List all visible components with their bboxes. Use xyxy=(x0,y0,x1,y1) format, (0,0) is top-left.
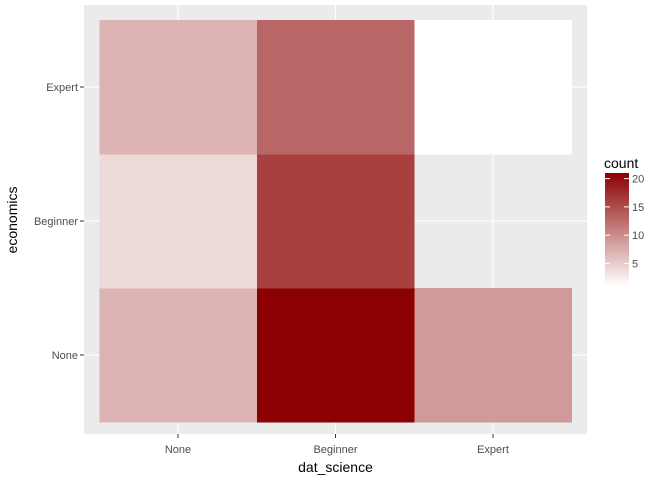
heatmap-tile xyxy=(99,154,257,289)
y-axis-title: economics xyxy=(4,187,20,254)
heatmap-tile xyxy=(99,20,257,155)
heatmap-tile xyxy=(414,288,572,423)
y-tick-label: None xyxy=(52,350,78,362)
heatmap-tile xyxy=(257,288,415,423)
legend-break-label: 20 xyxy=(632,174,644,186)
legend-colorbar xyxy=(605,173,629,286)
legend-break-label: 5 xyxy=(632,258,638,270)
x-tick-label: Expert xyxy=(477,444,509,456)
x-axis-title: dat_science xyxy=(298,459,373,475)
y-axis: None Beginner Expert xyxy=(34,82,84,362)
y-tick-label: Expert xyxy=(46,82,78,94)
legend-break-label: 15 xyxy=(632,202,644,214)
y-tick-label: Beginner xyxy=(34,216,78,228)
color-legend: count 5 10 15 20 xyxy=(604,155,644,286)
heatmap-tile xyxy=(257,154,415,289)
heatmap-tile xyxy=(414,20,572,155)
heatmap-tiles xyxy=(99,20,572,423)
heatmap-tile xyxy=(99,288,257,423)
x-tick-label: Beginner xyxy=(313,444,357,456)
legend-title: count xyxy=(604,155,638,171)
x-axis: None Beginner Expert xyxy=(165,434,509,456)
x-tick-label: None xyxy=(165,444,191,456)
heatmap-tile xyxy=(257,20,415,155)
legend-break-label: 10 xyxy=(632,230,644,242)
